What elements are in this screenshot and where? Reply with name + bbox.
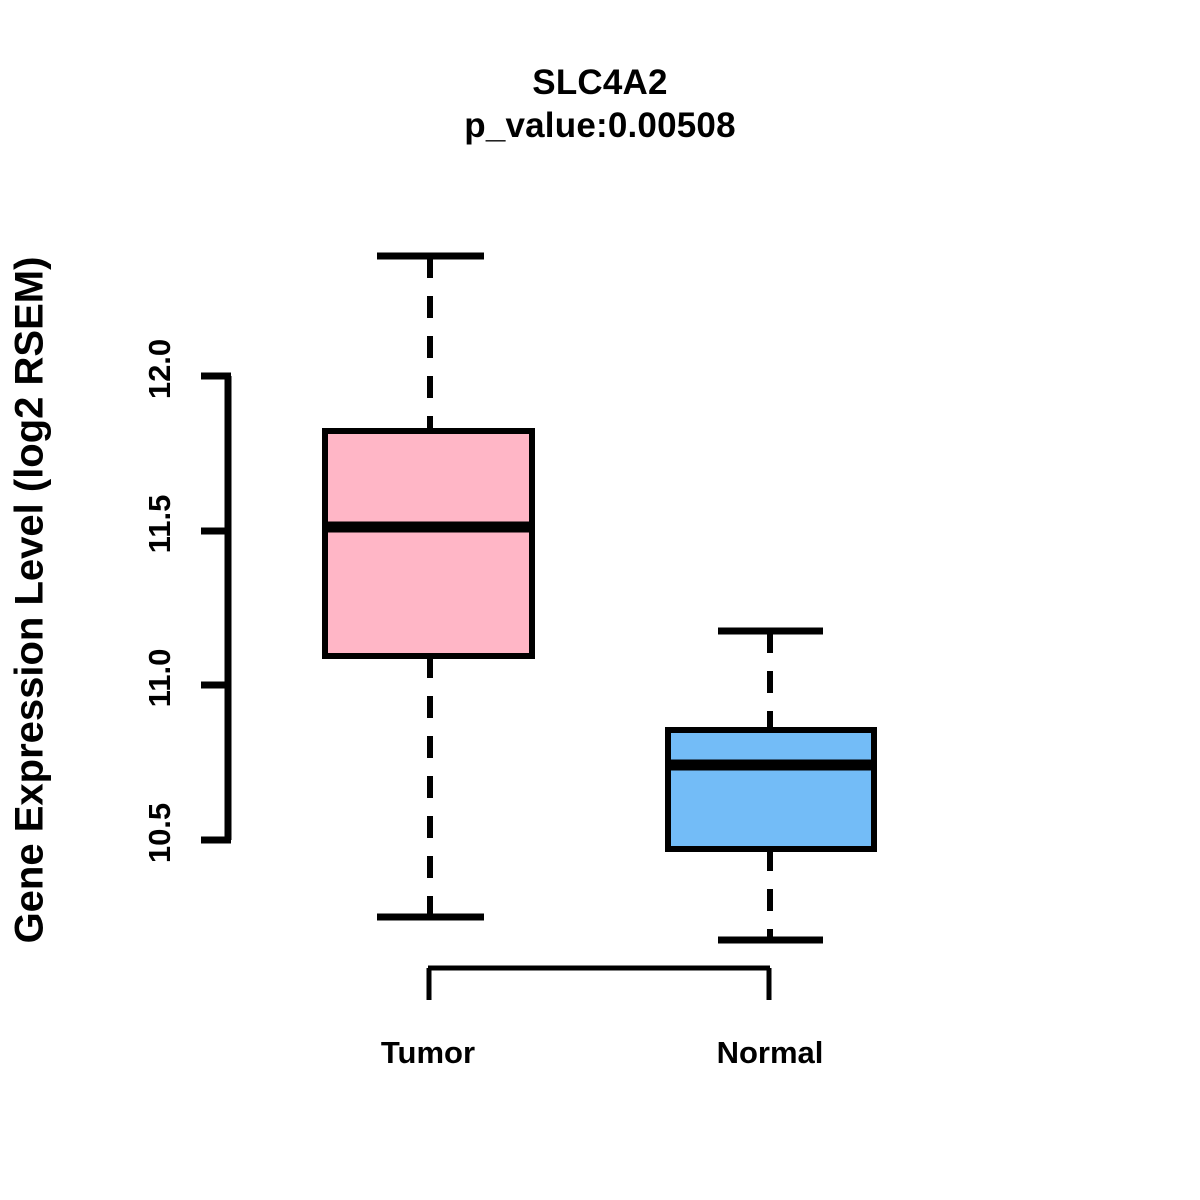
y-axis (201, 372, 232, 844)
x-tick-label-tumor: Tumor (380, 1035, 476, 1070)
tumor-box[interactable] (322, 428, 535, 659)
boxplot-tumor[interactable] (322, 252, 535, 921)
x-axis (426, 965, 772, 1000)
normal-box[interactable] (665, 727, 877, 852)
x-tick-label-normal: Normal (716, 1035, 824, 1070)
boxplot-normal[interactable] (665, 627, 877, 944)
